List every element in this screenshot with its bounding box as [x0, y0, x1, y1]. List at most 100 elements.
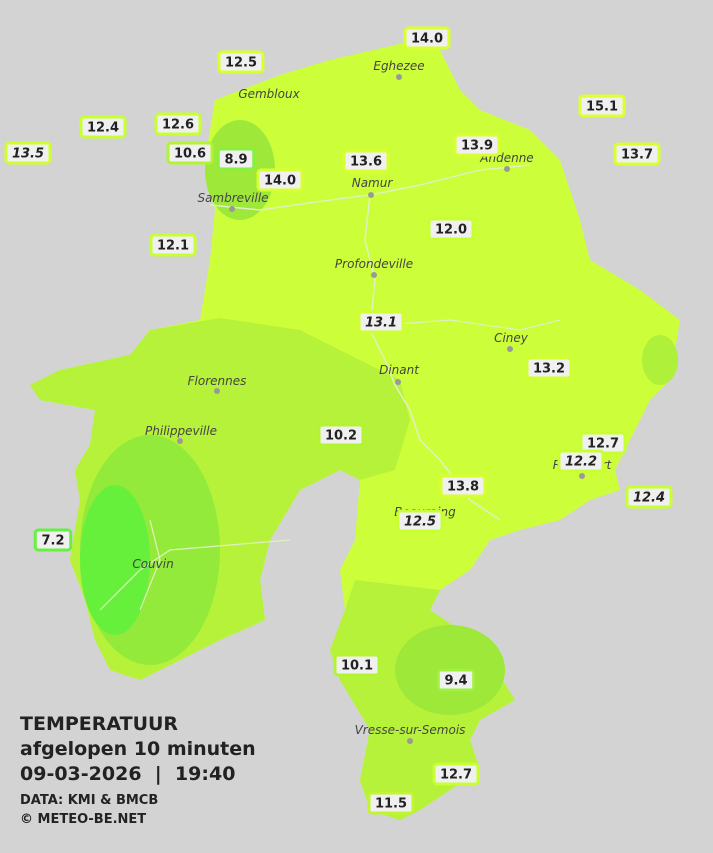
city-dot — [368, 192, 374, 198]
mild-zone — [642, 335, 678, 385]
station: 12.2 — [557, 449, 605, 473]
city-name: Philippeville — [145, 424, 217, 438]
cold-zone — [80, 485, 150, 635]
station: 12.7 — [579, 431, 627, 455]
station-box — [436, 668, 476, 692]
station: 12.5 — [217, 50, 265, 74]
city-name: Ciney — [494, 331, 529, 345]
station-box — [578, 94, 626, 118]
city-name: Couvin — [132, 557, 173, 571]
river — [99, 319, 561, 611]
caption-subtitle: afgelopen 10 minuten — [20, 738, 256, 760]
station-value: 12.0 — [435, 223, 467, 238]
station-value: 8.9 — [224, 153, 247, 168]
city-name: Namur — [352, 176, 394, 190]
station-value: 9.4 — [444, 674, 467, 689]
station: 14.0 — [256, 168, 304, 192]
station-box — [439, 474, 487, 498]
station-value: 11.5 — [375, 797, 407, 812]
station-value: 15.1 — [586, 100, 618, 115]
station: 10.1 — [333, 653, 381, 677]
station: 13.1 — [357, 310, 405, 334]
city-name: Profondeville — [335, 257, 413, 271]
caption-source: DATA: KMI & BMCB — [20, 793, 158, 808]
station-box — [317, 423, 365, 447]
station: 9.4 — [436, 668, 476, 692]
city-dot — [507, 346, 513, 352]
station-value: 13.7 — [621, 148, 653, 163]
station-box — [403, 26, 451, 50]
station-value: 12.7 — [587, 437, 619, 452]
station-value: 13.1 — [365, 316, 397, 331]
city-dot — [407, 738, 413, 744]
station-value: 12.4 — [633, 491, 665, 506]
station-value: 13.5 — [12, 147, 44, 162]
station: 13.7 — [613, 142, 661, 166]
city-dot — [395, 379, 401, 385]
station: 13.5 — [4, 141, 52, 165]
station-value: 10.6 — [174, 147, 206, 162]
station: 11.5 — [367, 791, 415, 815]
station: 12.0 — [427, 217, 475, 241]
station: 8.9 — [216, 147, 256, 171]
station-box — [79, 115, 127, 139]
station-box — [525, 356, 573, 380]
caption-datetime: 09-03-2026 | 19:40 — [20, 763, 235, 785]
city-name: Sambreville — [197, 191, 268, 205]
station-value: 14.0 — [264, 174, 296, 189]
station: 12.4 — [625, 485, 673, 509]
city-name: Eghezee — [373, 59, 424, 73]
station-box — [557, 449, 605, 473]
caption: TEMPERATUUR afgelopen 10 minuten 09-03-2… — [20, 713, 256, 827]
station-box — [342, 149, 390, 173]
city-dot — [371, 272, 377, 278]
station-box — [4, 141, 52, 165]
station-value: 12.5 — [225, 56, 257, 71]
city-dot — [214, 388, 220, 394]
station-box — [625, 485, 673, 509]
station-value: 12.4 — [87, 121, 119, 136]
station-box — [427, 217, 475, 241]
station: 13.2 — [525, 356, 573, 380]
station-box — [166, 141, 214, 165]
station-box — [432, 762, 480, 786]
city-dot — [504, 166, 510, 172]
station: 10.6 — [166, 141, 214, 165]
station-box — [256, 168, 304, 192]
station-value: 13.9 — [461, 139, 493, 154]
station: 7.2 — [33, 528, 73, 552]
station-box — [33, 528, 73, 552]
caption-title: TEMPERATUUR — [20, 713, 178, 735]
station-value: 12.1 — [157, 239, 189, 254]
station: 13.9 — [453, 133, 501, 157]
station-value: 14.0 — [411, 32, 443, 47]
station: 13.6 — [342, 149, 390, 173]
station: 15.1 — [578, 94, 626, 118]
station-value: 10.2 — [325, 429, 357, 444]
station-box — [216, 147, 256, 171]
city-dot — [579, 473, 585, 479]
station: 10.2 — [317, 423, 365, 447]
caption-copyright: © METEO-BE.NET — [20, 812, 146, 827]
station-value: 13.2 — [533, 362, 565, 377]
city-name: Florennes — [188, 374, 247, 388]
station-value: 10.1 — [341, 659, 373, 674]
city-name: Dinant — [379, 363, 420, 377]
station-box — [613, 142, 661, 166]
station-value: 12.7 — [440, 768, 472, 783]
city-dot — [177, 438, 183, 444]
station-value: 12.2 — [565, 455, 597, 470]
station: 12.5 — [396, 509, 444, 533]
station-value: 12.5 — [404, 515, 436, 530]
station: 14.0 — [403, 26, 451, 50]
city-name: Gembloux — [238, 87, 300, 101]
city-name: Vresse-sur-Semois — [355, 723, 466, 737]
station-box — [217, 50, 265, 74]
station: 13.8 — [439, 474, 487, 498]
station: 12.4 — [79, 115, 127, 139]
station: 12.1 — [149, 233, 197, 257]
station-box — [333, 653, 381, 677]
city-dot — [229, 206, 235, 212]
station-box — [396, 509, 444, 533]
